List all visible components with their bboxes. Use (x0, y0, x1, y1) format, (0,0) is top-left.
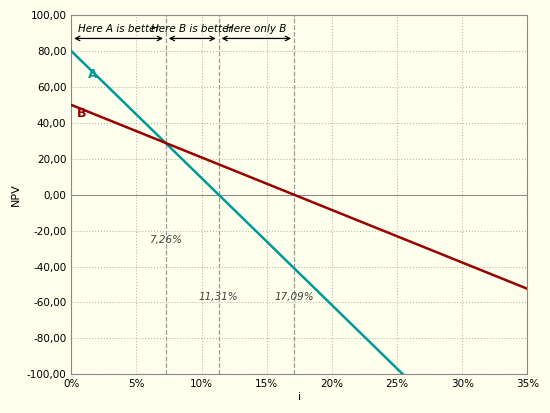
Text: 17,09%: 17,09% (274, 292, 313, 302)
Text: Here only B: Here only B (226, 24, 287, 34)
Text: Here A is better: Here A is better (78, 24, 160, 34)
Text: A: A (88, 68, 98, 81)
Text: 11,31%: 11,31% (199, 292, 239, 302)
X-axis label: i: i (298, 392, 301, 402)
Text: Here B is better: Here B is better (151, 24, 233, 34)
Y-axis label: NPV: NPV (11, 183, 21, 206)
Text: 7,26%: 7,26% (150, 235, 183, 244)
Text: B: B (76, 107, 86, 121)
